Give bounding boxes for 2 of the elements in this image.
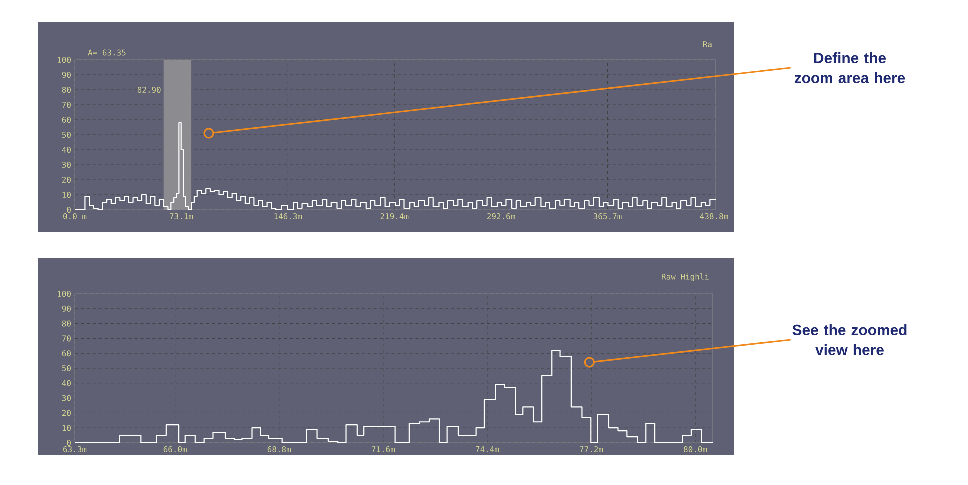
annotation: Define the zoom area here [794,52,906,84]
annotation: See the zoomed view here [792,324,907,356]
